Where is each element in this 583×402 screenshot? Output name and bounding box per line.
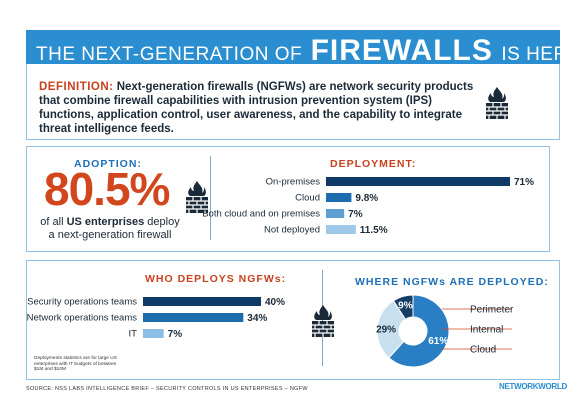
deployment-title: DEPLOYMENT:: [330, 158, 417, 170]
legend-label: Perimeter: [470, 305, 514, 316]
networkworld-logo: NETWORKWORLD: [499, 382, 567, 391]
firewall-icon: [486, 87, 508, 119]
divider-left: [210, 156, 211, 240]
definition-label: DEFINITION:: [39, 81, 114, 93]
bar-label: On-premises: [266, 177, 321, 188]
bar-label: Not deployed: [264, 225, 320, 236]
value-label: 7%: [168, 329, 183, 340]
bar-label: IT: [129, 329, 138, 340]
who-where-panel: [26, 260, 560, 380]
bar-label: Cloud: [295, 193, 320, 204]
pie-value-label: 9%: [398, 301, 413, 312]
where-deployed-title: WHERE NGFWs ARE DEPLOYED:: [355, 276, 549, 288]
adoption-title: ADOPTION:: [74, 158, 142, 170]
pie-value-label: 29%: [376, 324, 396, 335]
bar: [326, 209, 345, 218]
bar: [143, 329, 164, 338]
value-label: 34%: [247, 313, 267, 324]
bar: [326, 177, 510, 186]
value-label: 71%: [514, 177, 534, 188]
bar-label: Both cloud and on premises: [202, 209, 320, 220]
bar-label: Network operations teams: [27, 313, 138, 324]
value-label: 7%: [348, 209, 363, 220]
bar: [143, 313, 244, 322]
adoption-desc-pre: of all: [40, 216, 67, 228]
value-label: 11.5%: [360, 225, 388, 236]
title-post: IS HERE: [501, 44, 581, 65]
adoption-description: of all US enterprises deploy a next-gene…: [36, 216, 184, 242]
adoption-desc-post: deploy a next-generation firewall: [48, 216, 180, 241]
title-pre: THE NEXT-GENERATION OF: [36, 44, 303, 65]
definition-body: Next-generation firewalls (NGFWs) are ne…: [39, 81, 474, 135]
pie-slice: [388, 294, 450, 368]
bar-label: Security operations teams: [27, 297, 137, 308]
who-deploys-title: WHO DEPLOYS NGFWs:: [145, 273, 287, 285]
bar: [143, 297, 261, 306]
pie-slice: [376, 300, 407, 359]
bar: [326, 193, 352, 202]
legend-label: Cloud: [470, 345, 496, 356]
firewall-icon: [186, 181, 208, 213]
value-label: 9.8%: [355, 193, 378, 204]
adoption-desc-bold: US enterprises: [66, 216, 145, 228]
definition-text: DEFINITION: Next-generation firewalls (N…: [39, 80, 479, 136]
firewall-icon: [312, 305, 334, 337]
pie-value-label: 61%: [428, 336, 448, 347]
pie-slice: [392, 294, 414, 320]
source-line: SOURCE: NSS LABS INTELLIGENCE BRIEF – SE…: [26, 386, 308, 392]
page-title: THE NEXT-GENERATION OF FIREWALLS IS HERE: [36, 34, 581, 68]
adoption-deployment-panel: [26, 146, 550, 252]
bar: [326, 225, 356, 234]
footnote: Deployments statistics are for large US …: [34, 356, 117, 372]
title-highlight: FIREWALLS: [310, 34, 493, 67]
adoption-value: 80.5%: [44, 163, 170, 215]
legend-label: Internal: [470, 325, 503, 336]
definition-panel: DEFINITION: Next-generation firewalls (N…: [26, 64, 560, 140]
header-banner: THE NEXT-GENERATION OF FIREWALLS IS HERE: [26, 30, 580, 67]
value-label: 40%: [265, 297, 285, 308]
